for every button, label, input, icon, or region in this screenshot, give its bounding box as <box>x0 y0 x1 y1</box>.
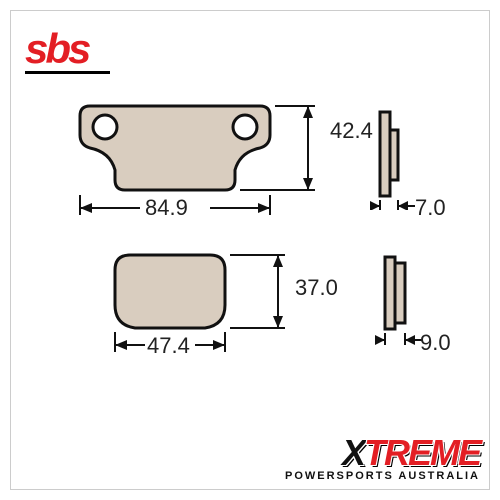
sbs-logo: sbs <box>25 25 110 74</box>
dim-top-width: 84.9 <box>145 195 188 221</box>
dim-bot-height: 37.0 <box>295 275 338 301</box>
xtreme-treme: TREME <box>364 432 480 473</box>
xtreme-logo: XTREME POWERSPORTS AUSTRALIA <box>285 432 480 482</box>
top-pad-hole-left <box>93 115 117 139</box>
xtreme-logo-main: XTREME <box>285 432 480 474</box>
bottom-pad-front: 47.4 <box>95 250 295 385</box>
bottom-pad-svg <box>95 250 295 380</box>
top-pad-front: 84.9 <box>60 100 320 245</box>
bottom-pad-outline <box>115 255 225 328</box>
dim-bot-width: 47.4 <box>147 333 190 359</box>
brake-pad-diagram: 84.9 42.4 7.0 <box>40 100 460 380</box>
dim-bot-thick: 9.0 <box>420 330 451 356</box>
xtreme-logo-sub: POWERSPORTS AUSTRALIA <box>285 470 480 482</box>
xtreme-x: X <box>342 432 364 473</box>
dim-top-thick: 7.0 <box>415 195 446 221</box>
sbs-logo-text: sbs <box>25 25 110 73</box>
top-pad-svg <box>60 100 320 240</box>
dim-top-height: 42.4 <box>330 118 373 144</box>
top-pad-hole-right <box>233 115 257 139</box>
